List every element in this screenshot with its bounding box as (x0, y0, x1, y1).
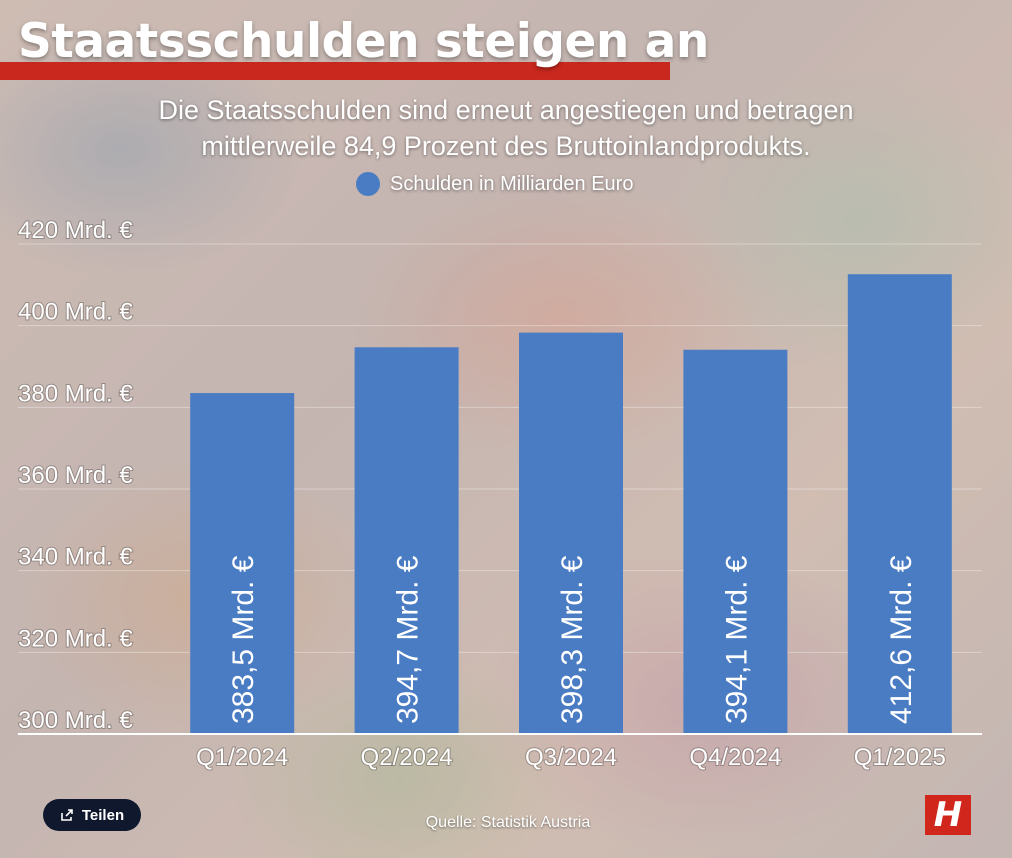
bar (190, 393, 295, 734)
bar-data-label: 383,5 Mrd. € (227, 555, 260, 724)
y-tick-label: 420 Mrd. € (18, 217, 133, 244)
subtitle-line-2: mittlerweile 84,9 Prozent des Bruttoinla… (201, 131, 811, 161)
bar-data-label: 394,1 Mrd. € (720, 555, 753, 724)
share-icon (61, 809, 73, 821)
x-tick-label: Q1/2024 (196, 744, 288, 771)
headline-underline (0, 62, 670, 80)
share-button[interactable]: Teilen (43, 799, 141, 831)
subtitle-line-1: Die Staatsschulden sind erneut angestieg… (158, 95, 854, 125)
x-tick-label: Q3/2024 (525, 744, 617, 771)
y-tick-label: 320 Mrd. € (18, 625, 133, 652)
publisher-logo: H (925, 795, 971, 835)
legend-label: Schulden in Milliarden Euro (390, 172, 634, 195)
y-tick-label: 300 Mrd. € (18, 707, 133, 734)
bar (847, 274, 952, 734)
y-tick-label: 380 Mrd. € (18, 380, 133, 407)
legend-marker (356, 172, 380, 196)
y-tick-label: 360 Mrd. € (18, 462, 133, 489)
bar-data-label: 412,6 Mrd. € (885, 555, 918, 724)
x-tick-label: Q1/2025 (854, 744, 946, 771)
chart-legend: Schulden in Milliarden Euro (356, 170, 633, 198)
y-tick-label: 340 Mrd. € (18, 544, 133, 571)
share-button-label: Teilen (81, 806, 125, 824)
bar (683, 349, 788, 734)
source-note: Quelle: Statistik Austria (425, 814, 591, 831)
bar (354, 347, 459, 734)
y-tick-label: 400 Mrd. € (18, 299, 133, 326)
bar-data-label: 394,7 Mrd. € (392, 555, 425, 724)
page-title: Staatsschulden steigen an (18, 14, 709, 69)
chart-subtitle: Die Staatsschulden sind erneut angestieg… (0, 92, 1012, 164)
bar-data-label: 398,3 Mrd. € (556, 555, 589, 724)
bar (519, 332, 623, 734)
x-tick-label: Q4/2024 (689, 744, 781, 771)
x-tick-label: Q2/2024 (361, 744, 453, 771)
